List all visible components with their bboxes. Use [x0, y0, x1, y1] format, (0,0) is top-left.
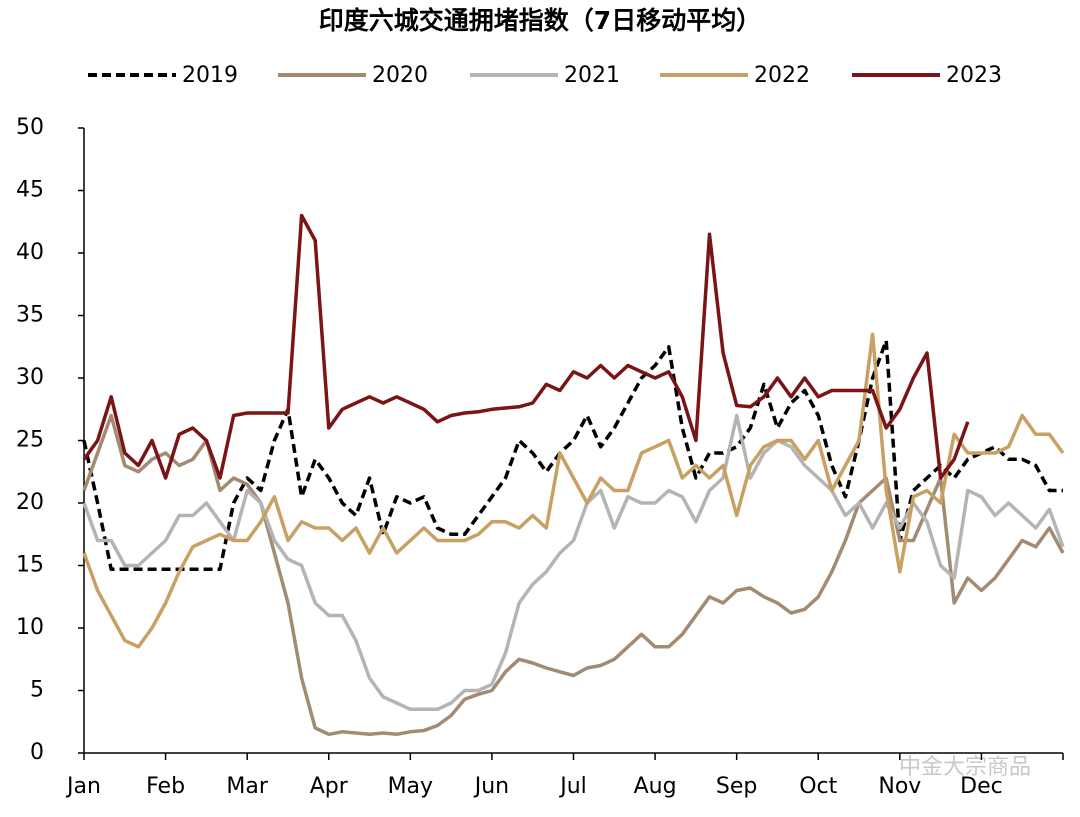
x-tick-label: Dec — [960, 774, 1003, 799]
x-tick-label: Oct — [799, 774, 837, 799]
y-tick-label: 0 — [30, 740, 44, 765]
y-tick-label: 10 — [16, 615, 44, 640]
legend-label: 2019 — [182, 63, 238, 88]
legend-label: 2021 — [564, 63, 620, 88]
y-tick-label: 5 — [30, 678, 44, 703]
chart-title: 印度六城交通拥堵指数（7日移动平均） — [319, 6, 761, 35]
series-line — [82, 332, 1065, 649]
x-tick-label: Feb — [146, 774, 185, 799]
legend-label: 2022 — [754, 63, 810, 88]
series-line — [82, 413, 1065, 712]
series-line — [82, 213, 970, 480]
x-tick-label: May — [388, 774, 433, 799]
y-tick-label: 25 — [16, 428, 44, 453]
watermark: 中金大宗商品 — [899, 755, 1031, 780]
y-tick-label: 30 — [16, 365, 44, 390]
y-tick-label: 20 — [16, 490, 44, 515]
x-tick-label: Apr — [310, 774, 349, 799]
y-tick-label: 45 — [16, 178, 44, 203]
y-tick-label: 35 — [16, 303, 44, 328]
y-tick-label: 50 — [16, 115, 44, 140]
x-tick-label: Mar — [226, 774, 268, 799]
legend-label: 2020 — [372, 63, 428, 88]
x-tick-label: Aug — [634, 774, 677, 799]
y-tick-label: 15 — [16, 553, 44, 578]
legend-label: 2023 — [946, 63, 1002, 88]
x-tick-label: Jul — [558, 774, 587, 799]
series-line — [82, 413, 1065, 737]
x-tick-label: Jun — [473, 774, 509, 799]
y-tick-label: 40 — [16, 240, 44, 265]
x-tick-label: Jan — [65, 774, 101, 799]
x-tick-label: Nov — [878, 774, 921, 799]
x-tick-label: Sep — [716, 774, 757, 799]
